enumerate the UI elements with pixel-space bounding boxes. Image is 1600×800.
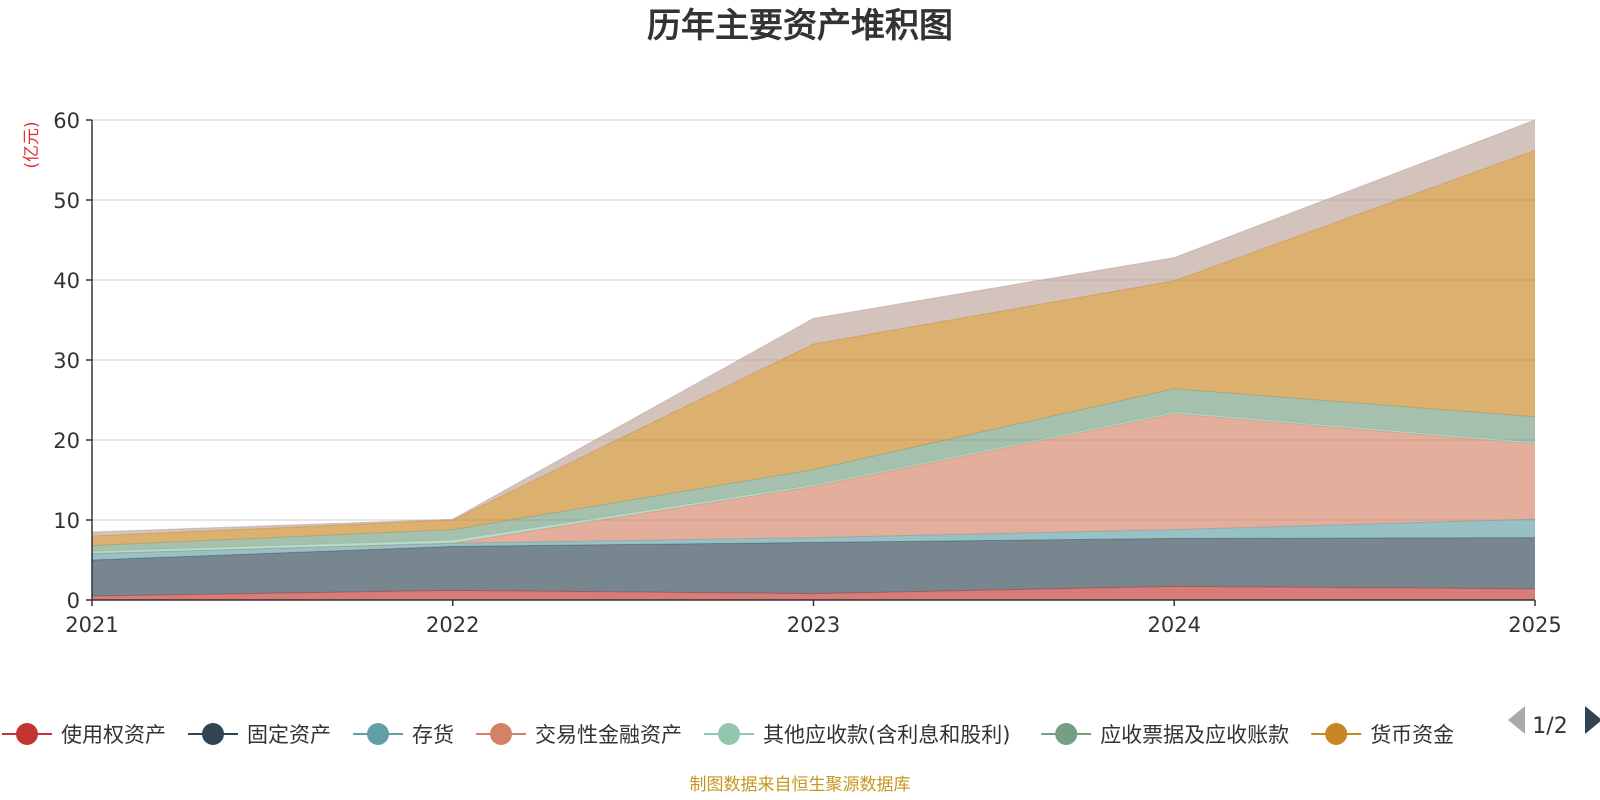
legend-marker-dot (202, 723, 224, 745)
series-line-7 (91, 119, 1536, 533)
legend-next-page-icon[interactable] (1585, 706, 1600, 734)
y-tick-label-0: 0 (67, 589, 80, 613)
x-tick-label-3: 2024 (1148, 613, 1201, 637)
series-area-6 (92, 150, 1535, 546)
x-axis-ticks: 2021 2022 2023 2024 2025 (65, 600, 1562, 637)
legend-label: 使用权资产 (61, 723, 166, 747)
y-axis-ticks: 0 10 20 30 40 50 60 (53, 109, 92, 613)
legend: 使用权资产 固定资产 存货 交易性金融资产 其他应收款(含利息和股利) 应收票据及应收账款… (2, 723, 1454, 747)
series-areas (91, 119, 1536, 600)
y-axis-unit-label: (亿元) (22, 121, 42, 168)
series-area-1 (92, 537, 1535, 596)
legend-label: 固定资产 (247, 723, 331, 747)
legend-label: 存货 (412, 723, 454, 747)
series-area-3 (92, 413, 1535, 554)
legend-marker-dot (16, 723, 38, 745)
legend-label: 货币资金 (1370, 723, 1454, 747)
x-tick-label-0: 2021 (65, 613, 118, 637)
legend-marker-dot (367, 723, 389, 745)
legend-marker-dot (490, 723, 512, 745)
legend-item-5[interactable]: 应收票据及应收账款 (1041, 723, 1289, 747)
legend-item-2[interactable]: 存货 (353, 723, 454, 747)
legend-marker-dot (718, 723, 740, 745)
series-area-7 (92, 120, 1535, 536)
series-area-0 (92, 586, 1535, 600)
y-tick-label-1: 10 (53, 509, 80, 533)
legend-item-1[interactable]: 固定资产 (188, 723, 331, 747)
x-tick-label-4: 2025 (1508, 613, 1561, 637)
legend-label: 应收票据及应收账款 (1100, 723, 1289, 747)
series-area-2 (92, 519, 1535, 560)
legend-page-indicator: 1/2 (1532, 714, 1567, 739)
x-tick-label-2: 2023 (787, 613, 840, 637)
y-tick-label-5: 50 (53, 189, 80, 213)
data-source-note: 制图数据来自恒生聚源数据库 (690, 775, 911, 795)
legend-label: 交易性金融资产 (535, 723, 682, 747)
legend-marker-dot (1325, 723, 1348, 745)
y-tick-label-3: 30 (53, 349, 80, 373)
legend-label: 其他应收款(含利息和股利) (763, 723, 1010, 747)
legend-item-6[interactable]: 货币资金 (1311, 723, 1454, 747)
y-tick-label-6: 60 (53, 109, 80, 133)
legend-item-0[interactable]: 使用权资产 (2, 723, 166, 747)
x-tick-label-1: 2022 (426, 613, 479, 637)
legend-item-3[interactable]: 交易性金融资产 (476, 723, 682, 747)
y-tick-label-2: 20 (53, 429, 80, 453)
legend-item-4[interactable]: 其他应收款(含利息和股利) (704, 723, 1010, 747)
legend-prev-page-icon[interactable] (1508, 706, 1525, 734)
legend-marker-dot (1055, 723, 1078, 745)
legend-pager: 1/2 (1508, 706, 1600, 739)
y-tick-label-4: 40 (53, 269, 80, 293)
chart-title: 历年主要资产堆积图 (647, 6, 953, 46)
